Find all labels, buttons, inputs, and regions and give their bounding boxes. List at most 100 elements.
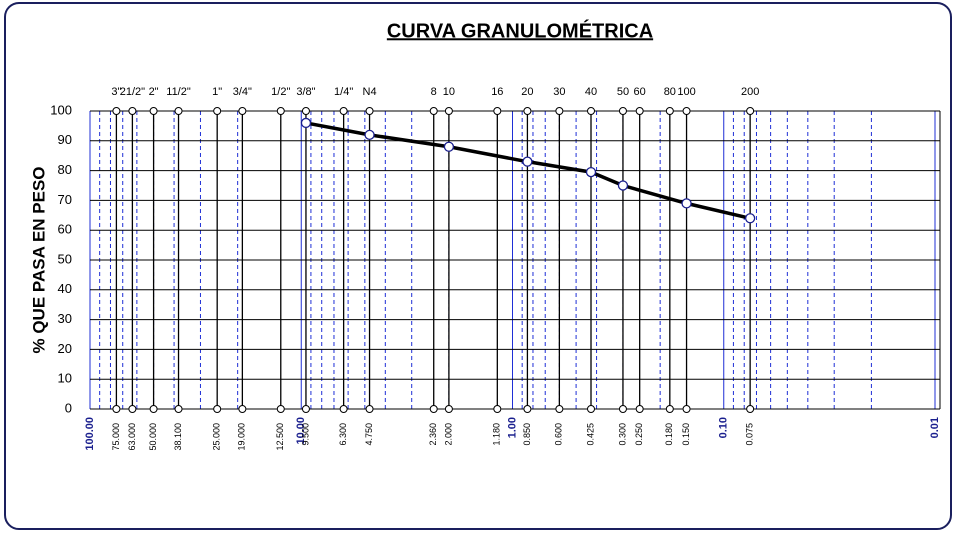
data-point bbox=[681, 198, 692, 209]
data-point bbox=[364, 129, 375, 140]
sieve-opening-label: 1.180 bbox=[492, 423, 502, 446]
sieve-name-label: 200 bbox=[741, 86, 759, 98]
sieve-marker bbox=[587, 107, 596, 115]
x-tick-label: 10.00 bbox=[295, 417, 307, 445]
sieve-marker bbox=[444, 405, 453, 413]
sieve-name-label: 60 bbox=[634, 86, 646, 98]
data-point bbox=[744, 213, 756, 224]
y-tick-label: 90 bbox=[58, 132, 72, 147]
x-tick-label: 100.00 bbox=[84, 417, 96, 451]
data-point bbox=[585, 166, 597, 178]
sieve-marker bbox=[635, 405, 644, 413]
sieve-marker bbox=[493, 107, 502, 115]
curve bbox=[305, 121, 751, 220]
x-tick-label: 0.10 bbox=[718, 417, 730, 438]
y-tick-label: 50 bbox=[58, 251, 72, 266]
sieve-marker bbox=[493, 405, 502, 413]
sieve-marker bbox=[618, 405, 627, 413]
sieve-name-label: 100 bbox=[677, 86, 695, 98]
sieve-marker bbox=[365, 405, 374, 413]
sieve-name-label: 3" bbox=[111, 86, 121, 98]
y-tick-label: 20 bbox=[58, 341, 72, 356]
sieve-marker bbox=[112, 405, 121, 413]
sieve-name-label: 40 bbox=[585, 86, 597, 98]
data-point bbox=[522, 156, 533, 167]
frame bbox=[4, 2, 952, 530]
sieve-opening-label: 4.750 bbox=[364, 423, 374, 446]
sieve-marker bbox=[339, 405, 348, 413]
sieve-marker bbox=[444, 107, 453, 115]
sieve-name-label: 1" bbox=[212, 86, 222, 98]
sieve-opening-label: 0.600 bbox=[554, 423, 564, 446]
sieve-name-label: 1/2" bbox=[271, 86, 290, 98]
sieve-marker bbox=[618, 107, 627, 115]
sieve-opening-label: 50.000 bbox=[148, 423, 158, 451]
sieve-opening-label: 6.300 bbox=[338, 423, 348, 446]
sieve-marker bbox=[555, 107, 564, 115]
y-tick-label: 40 bbox=[58, 281, 72, 296]
x-tick-label: 1.00 bbox=[506, 417, 518, 438]
sieve-marker bbox=[149, 107, 158, 115]
y-tick-label: 30 bbox=[58, 311, 72, 326]
sieve-name-label: 16 bbox=[491, 86, 503, 98]
sieve-opening-label: 0.075 bbox=[745, 423, 755, 446]
sieve-opening-label: 0.250 bbox=[634, 423, 644, 446]
y-tick-label: 0 bbox=[65, 400, 72, 415]
sieve-marker bbox=[174, 107, 183, 115]
sieve-marker bbox=[746, 405, 755, 413]
sieve-marker bbox=[301, 107, 310, 115]
chart-title: CURVA GRANULOMÉTRICA bbox=[387, 19, 653, 42]
sieve-name-label: 8 bbox=[431, 86, 437, 98]
sieve-opening-label: 0.425 bbox=[585, 423, 595, 446]
sieve-marker bbox=[523, 405, 532, 413]
sieve-marker bbox=[665, 107, 674, 115]
sieve-name-label: 11/2" bbox=[166, 86, 191, 98]
sieve-name-label: 21/2" bbox=[120, 86, 145, 98]
y-tick-label: 70 bbox=[58, 192, 72, 207]
sieve-name-label: N4 bbox=[363, 86, 377, 98]
sieve-opening-label: 19.000 bbox=[237, 423, 247, 451]
sieve-marker bbox=[587, 405, 596, 413]
y-tick-label: 80 bbox=[58, 162, 72, 177]
sieve-opening-label: 2.000 bbox=[443, 423, 453, 446]
sieve-opening-label: 0.180 bbox=[664, 423, 674, 446]
sieve-marker bbox=[339, 107, 348, 115]
sieve-marker bbox=[276, 107, 285, 115]
sieve-marker bbox=[276, 405, 285, 413]
sieve-opening-label: 2.360 bbox=[428, 423, 438, 446]
sieve-marker bbox=[238, 107, 247, 115]
sieve-name-label: 1/4" bbox=[334, 86, 353, 98]
sieve-opening-label: 0.850 bbox=[522, 423, 532, 446]
sieve-name-label: 20 bbox=[521, 86, 533, 98]
sieve-marker bbox=[665, 405, 674, 413]
sieve-name-label: 3/4" bbox=[233, 86, 252, 98]
sieve-marker bbox=[429, 107, 438, 115]
sieve-opening-label: 0.150 bbox=[681, 423, 691, 446]
sieve-marker bbox=[128, 107, 137, 115]
y-axis-label: % QUE PASA EN PESO bbox=[29, 166, 48, 353]
data-point bbox=[617, 180, 629, 191]
sieve-marker bbox=[301, 405, 310, 413]
sieve-opening-label: 9.500 bbox=[300, 423, 310, 446]
sieve-name-label: 50 bbox=[617, 86, 629, 98]
sieve-marker bbox=[149, 405, 158, 413]
sieve-name-label: 80 bbox=[664, 86, 676, 98]
sieve-marker bbox=[174, 405, 183, 413]
y-tick-label: 100 bbox=[50, 102, 72, 117]
sieve-opening-label: 12.500 bbox=[275, 423, 285, 451]
sieve-marker bbox=[112, 107, 121, 115]
sieve-name-label: 3/8" bbox=[296, 86, 315, 98]
sieve-marker bbox=[746, 107, 755, 115]
sieve-marker bbox=[682, 107, 691, 115]
sieve-marker bbox=[682, 405, 691, 413]
sieve-marker bbox=[238, 405, 247, 413]
sieve-marker bbox=[365, 107, 374, 115]
sieve-marker bbox=[635, 107, 644, 115]
y-tick-label: 10 bbox=[58, 371, 72, 386]
sieve-opening-label: 38.100 bbox=[173, 423, 183, 451]
data-point bbox=[300, 117, 312, 129]
y-tick-label: 60 bbox=[58, 222, 72, 237]
sieve-opening-label: 25.000 bbox=[212, 423, 222, 451]
